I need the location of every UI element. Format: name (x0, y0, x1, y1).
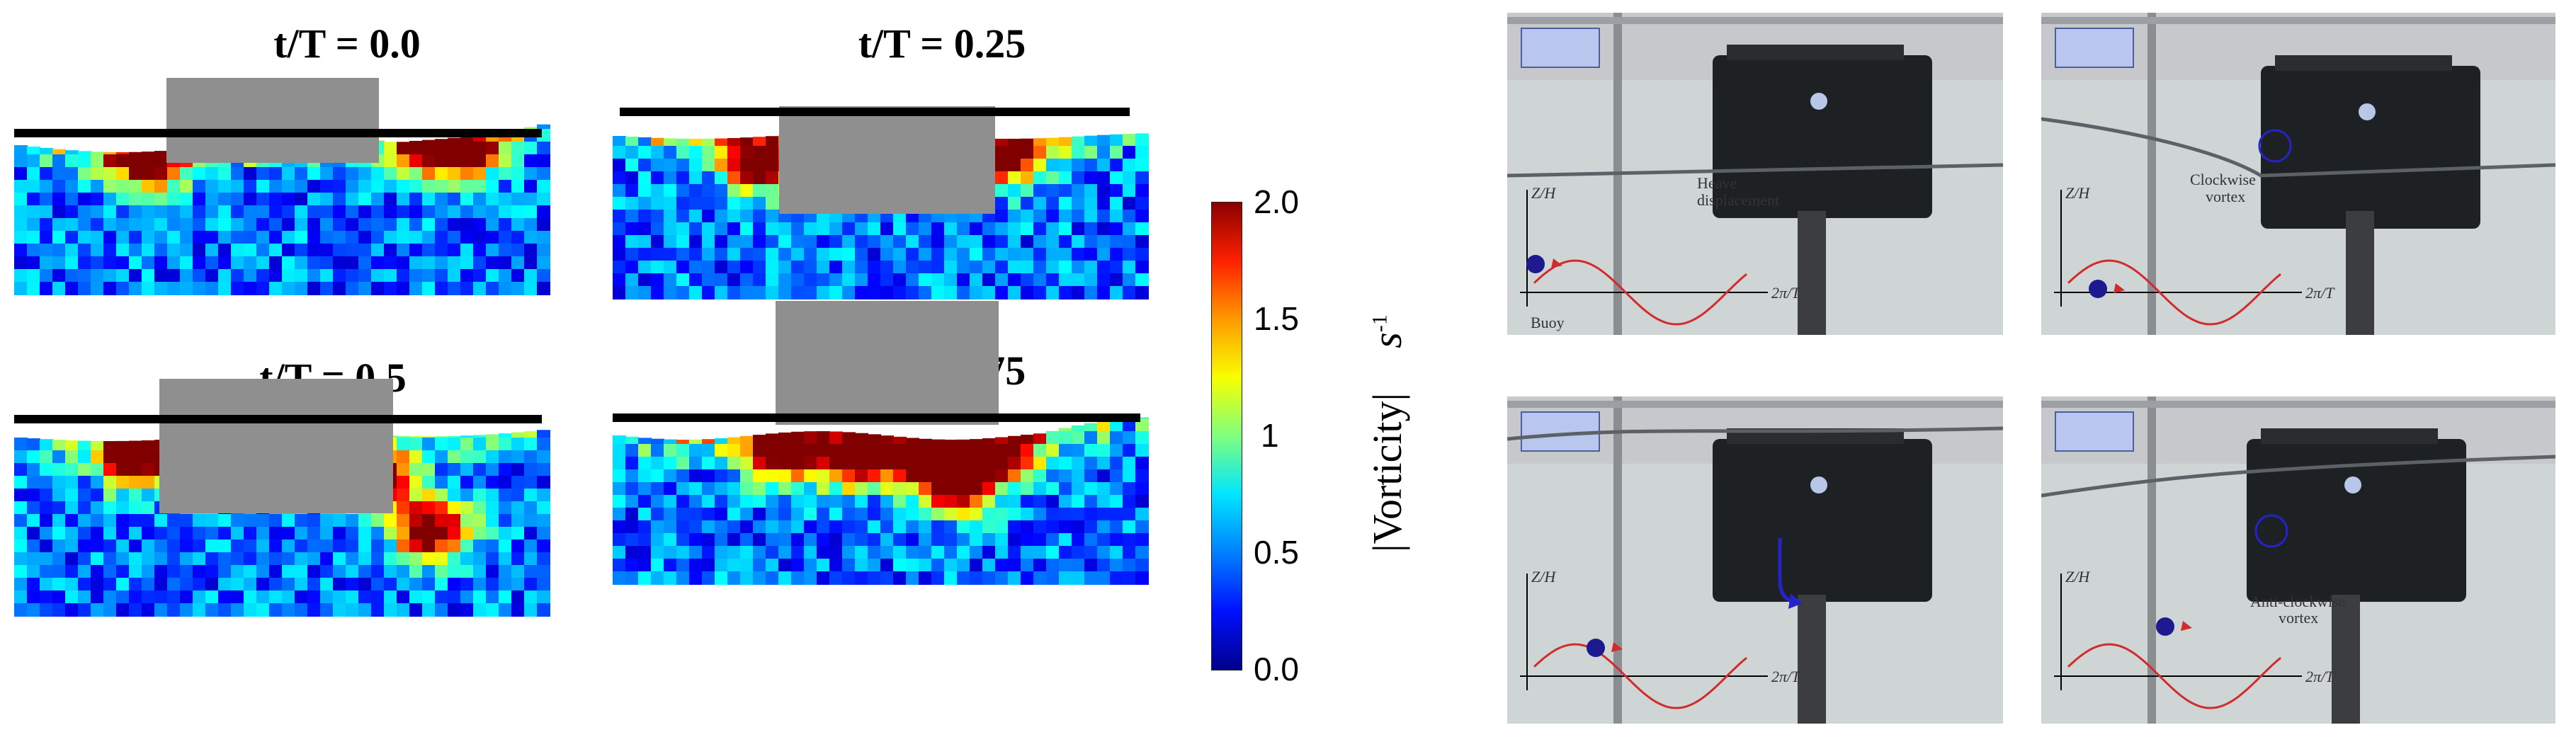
fluid-particles (613, 417, 1149, 585)
label-card (1521, 28, 1600, 68)
colorbar-tick-0-0: 0.0 (1254, 651, 1299, 687)
x-axis-label: 2π/T (1771, 284, 1801, 302)
colorbar-tick-2-0: 2.0 (1254, 183, 1299, 220)
vortex-circle (2258, 129, 2292, 163)
annotation-clockwise: Clockwise (2190, 171, 2256, 188)
light-reflection (2344, 476, 2361, 493)
x-axis-label: 2π/T (2305, 284, 2335, 302)
vorticity-panel-2 (14, 379, 616, 680)
support-rod (2346, 211, 2374, 335)
colorbar-title: |Vorticity| s-1 (1363, 314, 1411, 552)
colorbar-unit: s (1364, 332, 1410, 348)
colorbar-unit-exponent: -1 (1368, 314, 1392, 333)
x-axis-label: 2π/T (1771, 668, 1801, 685)
buoy-body (2247, 439, 2466, 602)
colorbar (1211, 202, 1242, 670)
colorbar-quantity: |Vorticity| (1364, 392, 1410, 552)
frame-rail (1507, 401, 2003, 408)
colorbar-tick-1: 1 (1261, 417, 1279, 454)
photo-panel-3: Z/H 2π/T Anti-clockwise vortex (2041, 396, 2555, 724)
frame-post (1613, 396, 1622, 724)
frame-post (2147, 13, 2156, 335)
vorticity-panel-1 (613, 106, 1215, 340)
buoy-position-marker (1526, 255, 1545, 273)
structure-body (776, 301, 999, 425)
label-card (2055, 411, 2134, 452)
heave-curve (2067, 259, 2281, 326)
water-surface (2041, 455, 2555, 498)
y-axis-label: Z/H (2065, 184, 2090, 202)
support-rod (1798, 211, 1826, 335)
y-axis-label: Z/H (1531, 184, 1556, 202)
annotation-vortex: vortex (2206, 188, 2245, 205)
photo-panel-2: Z/H 2π/T (1507, 396, 2003, 724)
structure-body (779, 106, 995, 214)
panel-title-0: t/T = 0.0 (273, 21, 421, 67)
buoy-body (1713, 55, 1932, 218)
frame-rail (2041, 17, 2555, 24)
direction-arrowhead (2113, 283, 2125, 293)
buoy-top (1727, 45, 1904, 60)
x-axis-label: 2π/T (2305, 668, 2335, 685)
label-card (2055, 28, 2134, 68)
annotation-displacement: displacement (1697, 191, 1779, 209)
buoy-position-marker (1587, 639, 1605, 657)
annotation-anticlockwise: Anti-clockwise (2250, 593, 2345, 610)
light-reflection (2359, 103, 2376, 120)
buoy-top (2275, 55, 2452, 71)
photo-panel-0: Z/H 2π/T Heave displacement Buoy (1507, 13, 2003, 335)
colorbar-tick-1-5: 1.5 (1254, 300, 1299, 337)
frame-rail (1507, 17, 2003, 24)
structure-body (159, 379, 393, 513)
water-surface (1507, 163, 2003, 178)
direction-arrowhead (1611, 642, 1623, 652)
vorticity-panel-0 (14, 78, 616, 347)
light-reflection (1810, 93, 1827, 110)
support-rod (1798, 595, 1826, 724)
annotation-buoy: Buoy (1531, 314, 1565, 331)
buoy-position-marker (2089, 280, 2107, 298)
annotation-vortex: vortex (2279, 609, 2318, 627)
heave-curve (1533, 643, 1747, 709)
water-surface (1507, 426, 2003, 441)
vorticity-panel-3 (613, 301, 1215, 676)
support-rod (2332, 595, 2360, 724)
structure-body (166, 78, 379, 163)
buoy-body (1713, 439, 1932, 602)
buoy-top (2261, 428, 2438, 444)
frame-post (2147, 396, 2156, 724)
direction-arrowhead (1551, 258, 1562, 268)
buoy-body (2261, 66, 2480, 229)
y-axis-label: Z/H (2065, 568, 2090, 586)
motion-arrowhead (1788, 593, 1803, 609)
panel-title-1: t/T = 0.25 (858, 21, 1026, 67)
frame-rail (2041, 401, 2555, 408)
heave-curve (2067, 643, 2281, 709)
heave-curve (1533, 259, 1747, 326)
direction-arrowhead (2181, 621, 2192, 631)
light-reflection (1810, 476, 1827, 493)
vortex-circle (2254, 514, 2288, 548)
water-surface (2041, 117, 2555, 178)
y-axis-label: Z/H (1531, 568, 1556, 586)
annotation-heave: Heave (1697, 174, 1737, 192)
buoy-position-marker (2156, 617, 2174, 636)
photo-panel-1: Z/H 2π/T Clockwise vortex (2041, 13, 2555, 335)
colorbar-tick-0-5: 0.5 (1254, 534, 1299, 571)
